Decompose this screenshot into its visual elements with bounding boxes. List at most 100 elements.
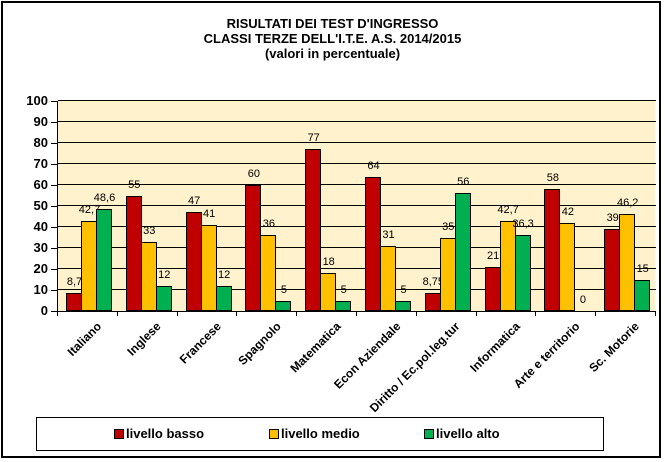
y-tick [51,290,57,291]
data-label: 5 [340,283,347,296]
bar-livello-basso [544,189,561,311]
data-label: 41 [202,207,216,220]
bar-livello-medio [320,273,337,311]
bar-livello-medio [559,222,576,311]
data-label: 35 [442,220,455,233]
y-tick-label: 10 [33,282,48,297]
data-label: 33 [143,224,156,237]
y-tick-label: 90 [33,114,48,129]
data-label: 21 [486,249,500,262]
bar-livello-medio [140,241,157,311]
y-tick [51,185,57,186]
bar-livello-medio [499,221,516,311]
gridline [58,100,656,102]
bar-livello-basso [185,212,202,311]
data-label: 55 [128,178,141,191]
x-tick [296,311,298,316]
x-tick [595,311,597,316]
y-tick-label: 20 [33,261,48,276]
gridline [58,268,656,270]
gridline [58,205,656,207]
x-tick [475,311,477,316]
x-tick [176,311,178,316]
y-tick [51,311,57,312]
y-tick-label: 40 [33,219,48,234]
data-label: 39 [606,212,619,225]
data-label: 18 [322,256,335,269]
bar-livello-basso [365,176,381,311]
y-tick [51,164,57,165]
data-label: 31 [382,228,395,241]
bar-livello-basso [604,229,621,311]
plot-area: 8,7 42,7 48,6 55 33 12 47 41 12 60 36 5 77 18 5 64 31 5 8,… [57,100,656,311]
gridline [58,184,656,186]
gridline [58,289,656,291]
data-label: 36 [262,218,276,231]
bar-livello-basso [484,266,501,311]
data-label: 8,7 [66,275,83,288]
title-line-1: RISULTATI DEI TEST D'INGRESSO [226,16,439,31]
gridline [58,226,656,228]
green-swatch-icon [424,429,434,439]
data-label: 60 [247,168,261,180]
bar-livello-medio [439,237,456,311]
data-label: 47 [187,195,201,208]
data-label: 58 [546,172,560,185]
bar-livello-basso [125,195,142,311]
y-tick [51,269,57,270]
bar-livello-basso [305,149,322,311]
y-tick-label: 50 [33,198,48,213]
legend: livello basso livello medio livello alto [36,417,604,451]
data-label: 56 [457,176,470,189]
bar-livello-medio [380,245,396,311]
data-label: 64 [367,159,380,172]
data-label: 8,75 [422,275,445,288]
bar-livello-medio [619,213,636,311]
bar-livello-alto [514,234,531,311]
data-label: 36,3 [512,217,534,230]
y-tick [51,206,57,207]
y-tick [51,122,57,123]
data-label: 42,7 [78,204,101,217]
legend-label: livello medio [281,426,360,441]
y-tick [51,248,57,249]
bar-livello-alto [454,193,471,311]
legend-item-livello-alto: livello alto [424,427,500,441]
y-tick-label: 30 [33,240,48,255]
y-tick-label: 0 [40,303,48,318]
x-tick [655,311,656,316]
y-tick-label: 80 [33,135,48,150]
y-tick [51,227,57,228]
legend-label: livello basso [126,426,205,441]
x-tick [356,311,357,316]
bar-livello-alto [215,285,232,311]
x-tick [236,311,238,316]
gridline [58,121,656,123]
legend-label: livello alto [436,426,500,441]
gridline [58,163,656,165]
data-label: 48,6 [93,191,116,204]
x-tick [415,311,417,316]
bar-livello-alto [335,300,352,311]
bar-livello-alto [275,300,292,311]
bar-livello-medio [200,224,217,311]
bar-livello-alto [395,300,411,311]
y-tick-label: 70 [33,156,48,171]
bar-livello-alto [155,285,172,311]
x-tick [57,311,58,316]
bar-livello-basso [245,185,262,311]
bar-livello-alto [96,208,112,311]
legend-item-livello-basso: livello basso [114,427,204,441]
y-tick-label: 100 [26,93,48,108]
data-label: 46,2 [616,196,639,209]
data-label: 0 [579,294,586,306]
data-label: 77 [307,132,320,145]
y-tick [51,143,57,144]
red-swatch-icon [114,429,124,439]
data-label: 12 [217,268,231,281]
bar-livello-medio [81,221,97,311]
data-label: 42,7 [497,204,519,217]
chart-title: RISULTATI DEI TEST D'INGRESSO CLASSI TER… [0,16,665,61]
y-tick [51,101,57,102]
data-label: 5 [400,283,407,296]
